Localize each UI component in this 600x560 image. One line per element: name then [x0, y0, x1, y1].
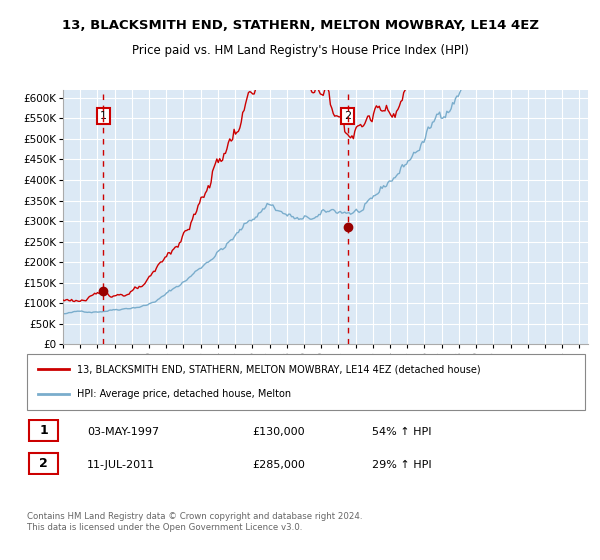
Text: £130,000: £130,000 [252, 427, 305, 437]
Text: 54% ↑ HPI: 54% ↑ HPI [372, 427, 431, 437]
Text: £285,000: £285,000 [252, 460, 305, 470]
Text: 2: 2 [344, 111, 351, 122]
Text: 29% ↑ HPI: 29% ↑ HPI [372, 460, 431, 470]
Text: Price paid vs. HM Land Registry's House Price Index (HPI): Price paid vs. HM Land Registry's House … [131, 44, 469, 57]
Text: 1: 1 [100, 111, 107, 122]
FancyBboxPatch shape [29, 420, 58, 441]
Text: 11-JUL-2011: 11-JUL-2011 [87, 460, 155, 470]
Text: 1: 1 [39, 424, 48, 437]
Text: 13, BLACKSMITH END, STATHERN, MELTON MOWBRAY, LE14 4EZ: 13, BLACKSMITH END, STATHERN, MELTON MOW… [62, 18, 539, 32]
Text: 2: 2 [39, 456, 48, 470]
Text: Contains HM Land Registry data © Crown copyright and database right 2024.
This d: Contains HM Land Registry data © Crown c… [27, 512, 362, 532]
Text: HPI: Average price, detached house, Melton: HPI: Average price, detached house, Melt… [77, 389, 292, 399]
FancyBboxPatch shape [29, 452, 58, 474]
Text: 03-MAY-1997: 03-MAY-1997 [87, 427, 159, 437]
Text: 13, BLACKSMITH END, STATHERN, MELTON MOWBRAY, LE14 4EZ (detached house): 13, BLACKSMITH END, STATHERN, MELTON MOW… [77, 364, 481, 374]
FancyBboxPatch shape [27, 354, 585, 410]
